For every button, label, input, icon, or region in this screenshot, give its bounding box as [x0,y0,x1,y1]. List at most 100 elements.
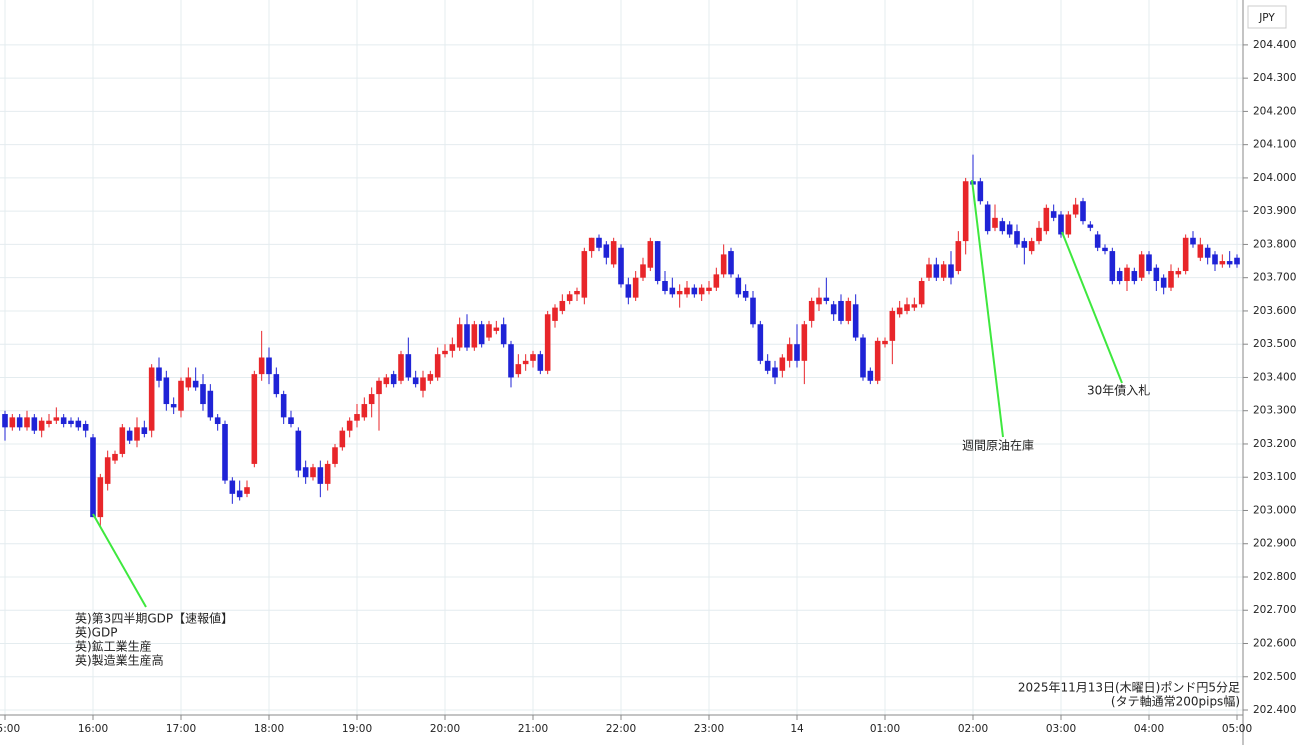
candle-body [808,300,815,321]
candle-body [566,294,573,301]
x-tick-label: 05:00 [1222,723,1252,735]
candle-body [405,354,412,378]
candle-body [1160,277,1167,288]
candle-body [926,264,932,278]
candle-body [1087,224,1094,228]
candle-body [90,437,96,518]
candle-body [60,417,67,425]
candle-body [1116,271,1123,282]
candle-body [1094,234,1101,248]
candle-body [244,487,250,494]
candle-body [676,290,683,295]
candle-body [581,251,588,298]
y-tick-label: 204.100 [1253,139,1296,151]
candle-body [442,350,448,355]
candle-body [904,304,910,311]
candle-body [706,287,712,291]
candle-body [126,430,133,441]
candle-body [552,307,558,321]
candle-body [559,300,566,311]
candle-body [1036,227,1042,242]
candle-body [522,360,529,365]
y-tick-label: 203.500 [1253,338,1296,350]
candle-body [449,344,456,351]
candle-body [845,300,852,321]
y-tick-label: 202.600 [1253,638,1296,650]
candle-body [654,241,661,282]
candle-body [940,264,947,278]
candle-body [390,374,397,385]
candle-body [361,404,368,418]
annotation-text: 英)製造業生産高 [75,653,164,668]
candle-body [728,251,734,275]
candle-body [398,354,404,381]
candle-body [280,394,287,418]
candle-body [1234,257,1240,265]
candle-body [376,380,382,395]
y-tick-label: 203.300 [1253,405,1296,417]
candle-body [860,337,866,378]
candle-body [31,417,38,431]
y-tick-label: 202.800 [1253,571,1296,583]
candle-body [156,367,162,381]
y-tick-label: 203.000 [1253,504,1296,516]
candle-body [742,290,749,298]
candle-body [1168,271,1174,288]
candle-body [68,420,74,425]
candle-body [750,297,756,325]
candle-body [1197,244,1204,258]
candle-body [1058,214,1064,235]
candle-body [794,344,800,361]
candle-body [1050,211,1057,218]
candle-body [148,367,155,431]
candle-body [317,467,324,484]
candle-body [618,247,624,285]
candle-body [669,287,676,295]
candle-body [574,290,580,295]
y-tick-label: 203.900 [1253,205,1296,217]
candle-body [38,420,45,431]
candle-body [420,377,426,391]
candle-body [1072,204,1079,215]
y-tick-label: 203.700 [1253,272,1296,284]
candle-body [486,324,492,338]
candle-body [735,277,742,295]
candle-body [1043,207,1050,232]
candle-body [977,181,984,202]
candle-body [801,324,808,361]
x-tick-label: 04:00 [1134,723,1164,735]
candle-body [192,380,199,388]
annotation-text: 週間原油在庫 [962,439,1034,453]
candle-body [302,467,309,478]
plot-area [2,154,1240,528]
x-tick-label: 21:00 [518,723,548,735]
candle-body [471,324,478,348]
candle-body [346,420,353,431]
footer-line: (タテ軸通常200pips幅) [1111,694,1240,709]
candle-body [852,304,859,338]
candle-body [984,204,991,232]
candle-body [838,300,844,321]
candle-body [1006,224,1013,235]
candle-body [134,427,140,441]
annotation-leader [92,513,147,608]
candle-body [200,384,206,405]
candle-body [1028,241,1035,252]
candle-body [1124,267,1130,282]
candle-body [948,264,954,278]
y-tick-label: 204.300 [1253,72,1296,84]
candle-body [772,367,778,378]
candle-body [632,277,639,298]
candle-body [823,297,830,301]
y-tick-label: 204.400 [1253,39,1296,51]
candle-body [1226,261,1233,265]
candle-body [625,284,632,298]
candle-body [684,287,690,295]
candle-body [992,217,998,228]
candle-body [1021,241,1028,248]
candle-body [478,324,485,345]
candle-body [1153,267,1160,282]
x-tick-label: 20:00 [430,723,460,735]
candle-body [1204,247,1211,258]
